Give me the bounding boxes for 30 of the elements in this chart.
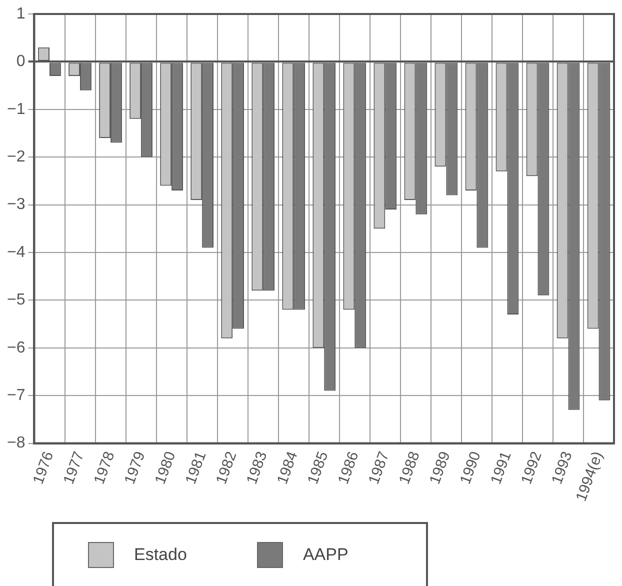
x-tick-label: 1989 xyxy=(426,449,454,486)
y-tick-label: −3 xyxy=(6,196,26,214)
y-tick-label: −7 xyxy=(6,386,26,404)
y-tick-label: 1 xyxy=(16,5,26,22)
x-tick-label: 1986 xyxy=(334,449,362,486)
x-tick-label: 1984 xyxy=(274,449,302,486)
x-tick-label: 1977 xyxy=(60,449,88,486)
y-tick-label: −2 xyxy=(6,148,26,166)
legend-label: AAPP xyxy=(302,545,348,565)
y-tick-label: 0 xyxy=(16,53,26,70)
x-tick-label: 1983 xyxy=(243,449,271,486)
x-tick-label: 1979 xyxy=(121,449,149,486)
y-tick-label: −4 xyxy=(6,244,26,261)
x-tick-label: 1980 xyxy=(152,449,180,486)
x-tick-label: 1982 xyxy=(212,449,240,486)
x-tick-label: 1988 xyxy=(396,449,424,486)
y-tick-label: −1 xyxy=(6,100,26,118)
x-tick-label: 1978 xyxy=(90,449,118,486)
x-tick-label: 1981 xyxy=(182,449,210,486)
y-tick-label: −6 xyxy=(6,339,26,356)
x-tick-label: 1985 xyxy=(304,449,332,486)
x-tick-label: 1991 xyxy=(487,449,515,486)
x-tick-label: 1993 xyxy=(548,449,576,486)
x-tick-label: 1987 xyxy=(365,449,393,486)
y-tick-label: −8 xyxy=(6,434,26,452)
x-tick-label: 1992 xyxy=(518,449,546,486)
x-tick-label: 1976 xyxy=(30,449,58,486)
y-tick-label: −5 xyxy=(6,292,26,309)
x-tick-label: 1990 xyxy=(456,449,484,486)
legend-label: Estado xyxy=(134,545,187,565)
